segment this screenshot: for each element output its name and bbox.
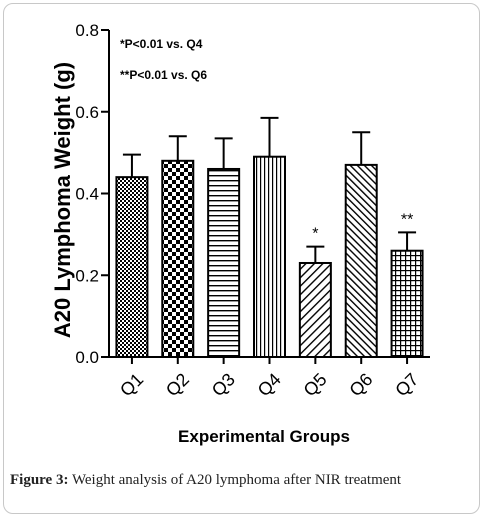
bar-q3 [207, 167, 241, 358]
x-tick-label: Q5 [300, 369, 331, 400]
x-tick-label: Q1 [116, 369, 147, 400]
bar-q4 [253, 155, 286, 358]
y-axis: 0.0 0.2 0.4 0.6 0.8 [75, 21, 110, 367]
bar-q1 [115, 176, 149, 358]
y-tick-label: 0.0 [75, 348, 99, 367]
y-tick-label: 0.6 [75, 103, 99, 122]
significance-marker: ** [401, 211, 413, 228]
annotation-q6: **P<0.01 vs. Q6 [120, 68, 207, 82]
x-tick-label: Q6 [345, 369, 376, 400]
y-tick-label: 0.8 [75, 21, 99, 40]
x-tick-label: Q2 [162, 369, 193, 400]
x-tick-label: Q4 [254, 369, 285, 400]
significance-marker: * [312, 226, 318, 243]
x-axis: Q1 Q2 Q3 Q4 Q5 Q6 Q7 [109, 356, 430, 400]
figure-caption: Figure 3: Weight analysis of A20 lymphom… [10, 472, 475, 489]
annotation-q4: *P<0.01 vs. Q4 [120, 37, 203, 51]
y-tick-label: 0.2 [75, 266, 99, 285]
caption-label: Figure 3: [10, 472, 69, 488]
bars: *** [115, 116, 424, 359]
caption-text: Weight analysis of A20 lymphoma after NI… [68, 472, 402, 488]
y-axis-label: A20 Lymphoma Weight (g) [50, 62, 75, 338]
y-tick-label: 0.4 [75, 185, 99, 204]
bar-q6 [344, 163, 378, 358]
bar-q7 [390, 249, 424, 359]
x-tick-label: Q7 [391, 369, 422, 400]
bar-chart: A20 Lymphoma Weight (g) 0.00.20.40.60.8 … [50, 21, 430, 446]
bar-q5 [298, 261, 332, 358]
x-axis-label: Experimental Groups [178, 427, 350, 446]
x-tick-label: Q3 [208, 369, 239, 400]
bar-q2 [161, 159, 195, 358]
